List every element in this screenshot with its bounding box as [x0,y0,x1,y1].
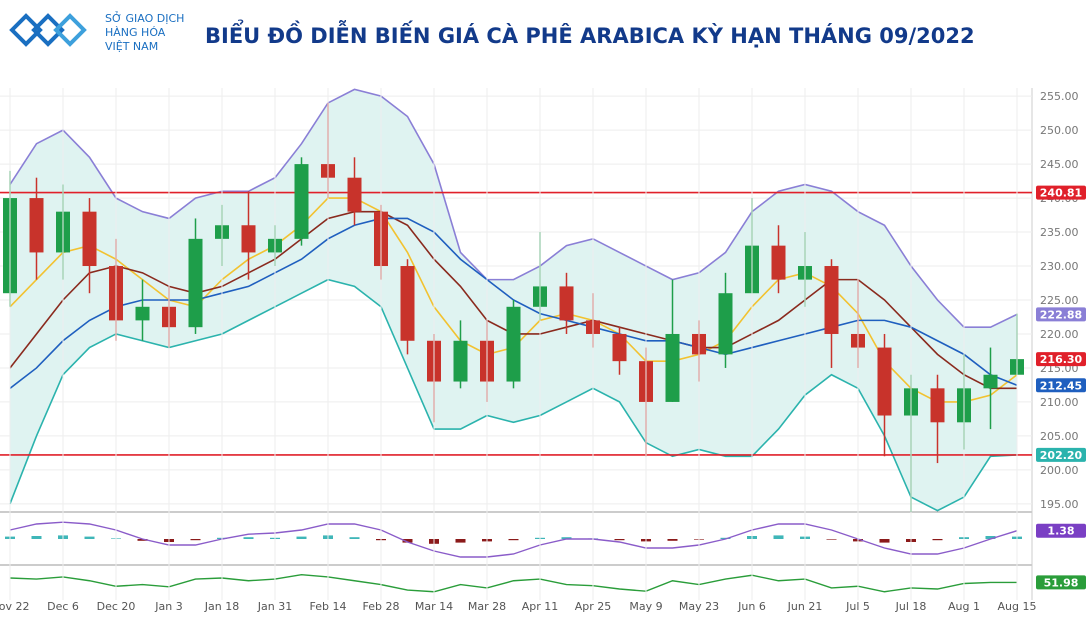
rsi-label: 51.98 [1044,576,1079,589]
candle-body [824,266,839,334]
org-name: SỞ GIAO DỊCH [105,11,184,25]
x-tick-label: Mar 28 [468,600,506,613]
x-tick-label: Jan 31 [257,600,292,613]
x-tick-label: Jan 3 [154,600,182,613]
macd-bar [190,539,201,541]
x-tick-label: Jan 18 [204,600,239,613]
y-tick-label: 210.00 [1040,396,1079,409]
y-tick-label: 205.00 [1040,430,1079,443]
macd-bar [402,539,413,543]
macd-bar [985,536,996,539]
y-tick-label: 220.00 [1040,328,1079,341]
candle-body [665,333,680,402]
macd-label-box [1036,523,1086,538]
x-tick-label: Jul 18 [895,600,927,613]
x-tick-label: Aug 15 [998,600,1037,613]
candle-body [29,198,44,253]
indicator-line [9,88,1018,328]
price-label: 212.45 [1040,379,1082,392]
price-label-box [1036,185,1086,200]
plot-area [0,88,1032,512]
org-name: VIỆT NAM [105,40,158,53]
candle-body [294,164,309,239]
candle-body [877,347,892,416]
macd-bar [773,535,784,539]
price-label-box [1036,352,1086,367]
x-tick-label: Dec 6 [47,600,79,613]
price-label: 216.30 [1040,353,1083,366]
macd-bar [826,539,837,540]
indicator-line [9,573,1018,593]
x-tick-label: Jun 6 [737,600,766,613]
candle-body [188,238,203,328]
logo [9,13,87,47]
macd-label: 1.38 [1047,525,1074,538]
candle-body [559,286,574,321]
x-tick-label: Aug 1 [948,600,980,613]
price-label-box [1036,447,1086,462]
candle-body [135,306,150,321]
y-tick-label: 200.00 [1040,464,1079,477]
macd-bar [243,537,254,539]
candle-body [400,266,415,341]
macd-bar [932,539,943,541]
y-tick-label: 250.00 [1040,124,1079,137]
candle-body [82,211,97,267]
macd-bar [349,537,360,539]
candle-body [506,306,521,382]
candle-body [983,374,998,389]
candle-body [241,225,256,253]
org-name: HÀNG HÓA [105,26,166,39]
chart-title: BIỂU ĐỒ DIỄN BIẾN GIÁ CÀ PHÊ ARABICA KỲ … [205,20,975,48]
x-tick-label: May 9 [629,600,662,613]
y-tick-label: 255.00 [1040,90,1079,103]
candle-body [771,245,786,280]
x-tick-label: Feb 28 [363,600,400,613]
candle-body [930,388,945,423]
macd-bar [879,539,890,543]
x-tick-label: May 23 [679,600,719,613]
y-tick-label: 230.00 [1040,260,1079,273]
macd-bar [455,539,466,543]
candle-body [612,333,627,362]
indicator-line [9,278,1018,512]
y-tick-label: 225.00 [1040,294,1079,307]
macd-bar [137,539,148,541]
x-tick-label: Feb 14 [310,600,347,613]
macd-bar [667,539,678,541]
candle-body [347,177,362,212]
x-tick-label: Mar 14 [415,600,453,613]
macd-bar [561,537,572,539]
x-tick-label: Dec 20 [97,600,136,613]
macd-bar [508,539,519,541]
price-label: 202.20 [1040,449,1083,462]
y-tick-label: 235.00 [1040,226,1079,239]
x-tick-label: Jun 21 [787,600,823,613]
candle-body [453,340,468,382]
macd-bar [84,536,95,539]
price-label: 240.81 [1040,187,1082,200]
price-label: 222.88 [1040,308,1082,321]
price-label-box [1036,307,1086,322]
y-tick-label: 245.00 [1040,158,1079,171]
macd-bar [296,536,307,539]
x-tick-label: Apr 25 [575,600,612,613]
rsi-label-box [1036,575,1086,590]
macd-bar [31,536,42,539]
indicator-line [9,521,1018,558]
candle-body [718,293,733,355]
price-label-box [1036,378,1086,393]
x-tick-label: Apr 11 [522,600,559,613]
x-tick-label: Jul 5 [845,600,870,613]
y-tick-label: 195.00 [1040,498,1079,511]
x-tick-label: Nov 22 [0,600,29,613]
macd-bar [614,539,625,541]
